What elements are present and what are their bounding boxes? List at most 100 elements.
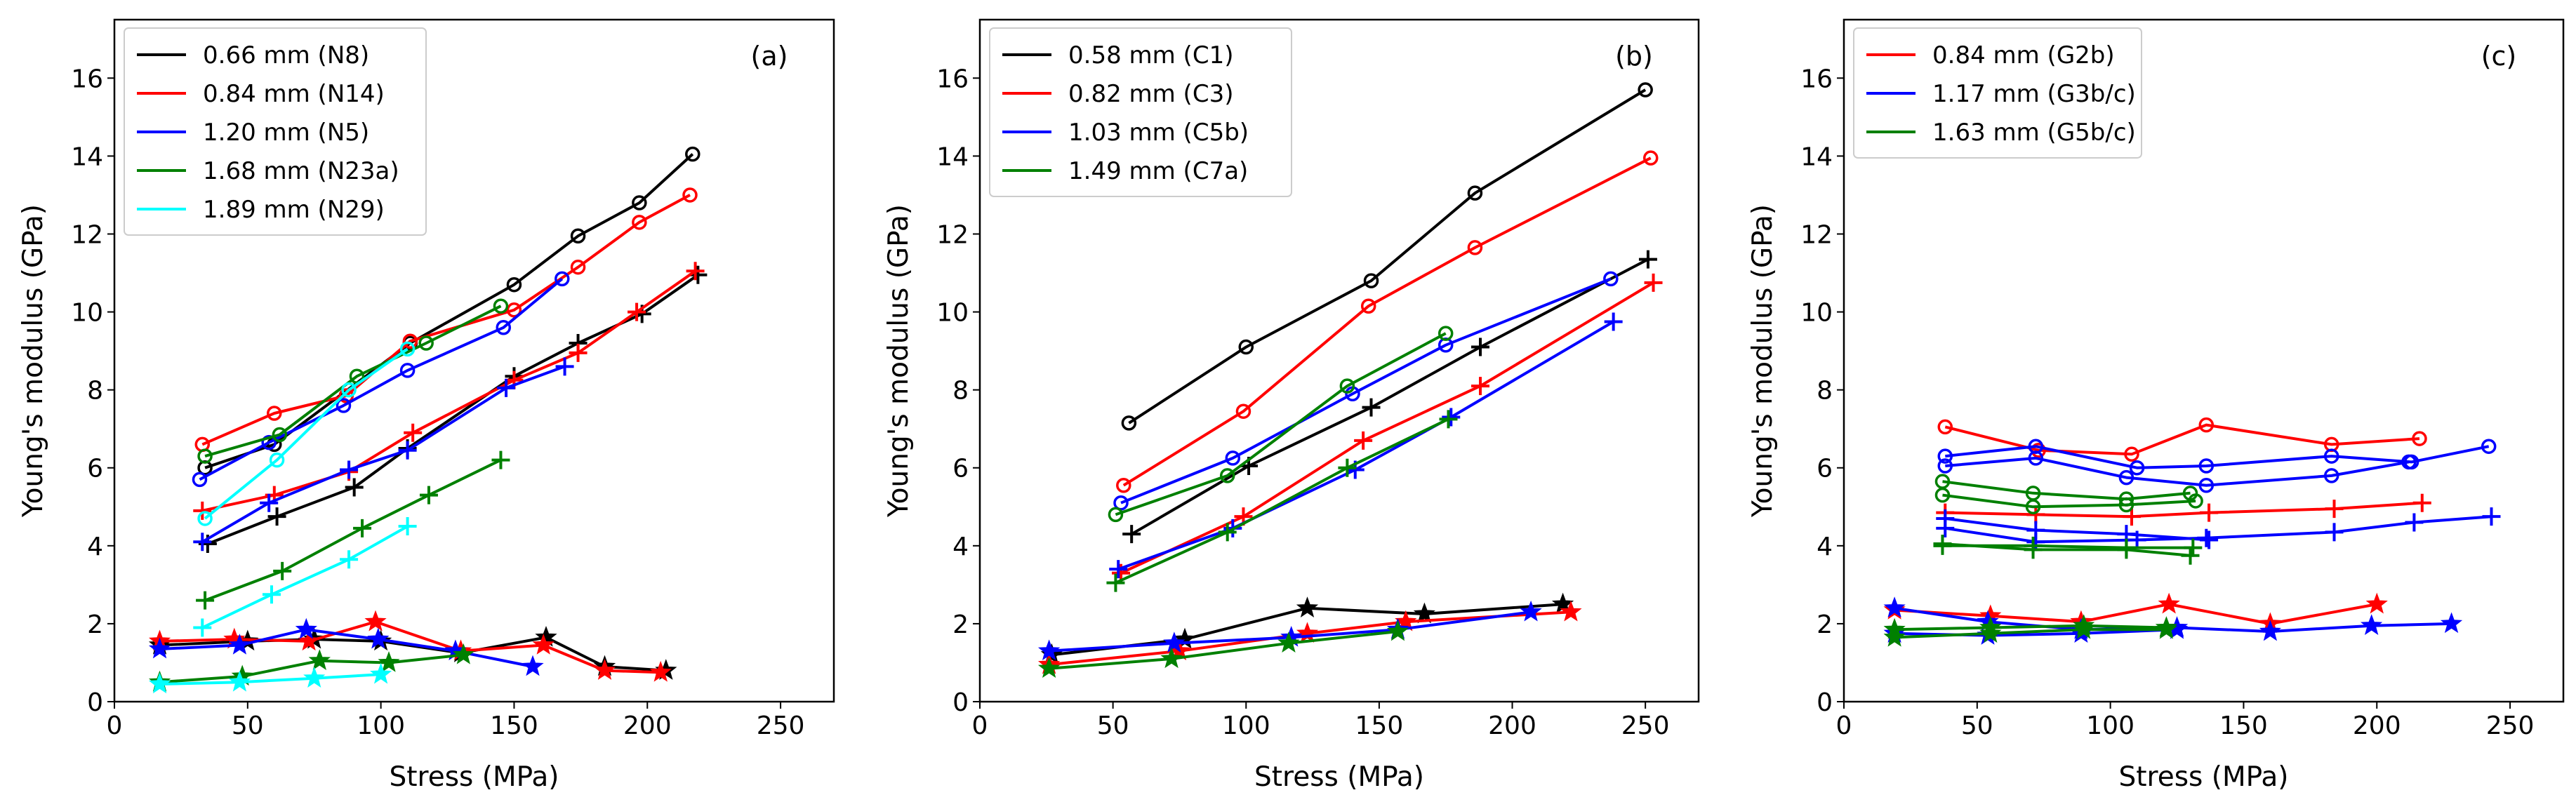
data-point-circle — [336, 398, 352, 413]
x-tick-label: 150 — [490, 711, 538, 740]
data-point-star — [1883, 625, 1906, 647]
data-point-plus — [353, 519, 372, 537]
legend-label: 0.66 mm (N8) — [203, 41, 369, 69]
data-point-circle — [570, 228, 586, 244]
series-line-star — [1894, 603, 2377, 625]
data-point-plus — [2026, 521, 2045, 540]
data-point-plus — [686, 262, 705, 281]
data-point-plus — [273, 561, 292, 580]
data-point-star — [228, 670, 251, 692]
y-tick-label: 16 — [1800, 65, 1833, 93]
series-line-circle — [1942, 493, 2196, 509]
y-tick-label: 8 — [952, 377, 969, 406]
data-point-circle — [1225, 450, 1241, 466]
y-tick-label: 10 — [71, 299, 103, 328]
series-line-plus — [1945, 516, 2210, 542]
x-axis-label: Stress (MPa) — [1254, 761, 1424, 793]
y-tick-label: 0 — [952, 688, 969, 717]
data-point-plus — [196, 591, 215, 610]
data-point-star — [378, 651, 400, 672]
legend-label: 1.20 mm (N5) — [203, 119, 369, 147]
series-line-star — [1894, 628, 2167, 639]
series-line-plus — [207, 274, 699, 545]
data-point-circle — [341, 382, 357, 398]
series-line-circle — [199, 277, 564, 481]
data-point-circle — [1113, 495, 1129, 511]
data-point-circle — [2323, 468, 2339, 483]
data-point-plus — [2026, 505, 2045, 524]
data-point-plus — [555, 357, 574, 376]
series-line-circle — [204, 305, 502, 458]
data-point-star — [1037, 639, 1061, 661]
data-point-circle — [1339, 378, 1355, 394]
data-point-circle — [2401, 454, 2417, 470]
x-tick-label: 100 — [1222, 711, 1270, 740]
data-point-star — [148, 672, 171, 694]
data-point-circle — [418, 335, 434, 351]
series — [148, 341, 417, 694]
series-line-star — [159, 673, 381, 686]
panel-c: 0 50 100 150 200 250 0 2 4 6 8 10 12 14 16 Stress (MPa)… — [1747, 18, 2565, 793]
data-point-star — [1520, 600, 1542, 622]
axes-frame — [113, 18, 835, 703]
legend-label: 1.68 mm (N23a) — [203, 157, 399, 185]
data-point-circle — [2198, 417, 2215, 433]
data-point-plus — [2184, 538, 2203, 557]
series-line-circle — [1945, 445, 2490, 469]
y-tick-label: 12 — [1800, 220, 1833, 249]
data-point-circle — [2129, 460, 2145, 476]
y-tick-label: 14 — [71, 142, 103, 171]
data-point-circle — [1363, 273, 1379, 288]
data-point-plus — [267, 507, 286, 526]
axes-frame — [978, 18, 1700, 703]
data-point-circle — [1937, 419, 1953, 435]
data-point-plus — [1644, 273, 1663, 292]
data-point-star — [522, 655, 544, 676]
data-point-plus — [1106, 573, 1125, 592]
x-tick-label: 0 — [972, 711, 988, 740]
data-point-circle — [1467, 185, 1483, 201]
y-tick-label: 12 — [71, 220, 103, 249]
legend-label: 1.03 mm (C5b) — [1068, 119, 1249, 147]
data-point-circle — [2028, 450, 2044, 466]
legend-label: 0.84 mm (G2b) — [1932, 41, 2115, 69]
data-point-circle — [399, 341, 416, 357]
y-tick-label: 8 — [1817, 377, 1833, 406]
data-point-circle — [1235, 403, 1252, 419]
series-line-star — [1894, 624, 2167, 631]
data-point-plus — [2325, 523, 2344, 542]
data-point-plus — [1338, 458, 1357, 477]
data-point-circle — [2323, 448, 2339, 464]
data-point-plus — [345, 478, 364, 497]
data-point-circle — [2198, 458, 2215, 474]
data-point-star — [2361, 614, 2383, 635]
legend-box — [989, 27, 1292, 197]
series-line-plus — [1120, 281, 1654, 575]
data-point-circle — [1937, 458, 1953, 474]
data-point-star — [1037, 657, 1061, 679]
data-point-star — [2073, 614, 2095, 635]
data-point-star — [1160, 647, 1183, 669]
y-tick-label: 12 — [936, 220, 969, 249]
data-point-circle — [349, 368, 365, 384]
panel-label: (a) — [751, 41, 788, 72]
data-point-circle — [1603, 271, 1619, 287]
y-tick-label: 4 — [87, 533, 103, 561]
data-point-circle — [682, 187, 698, 203]
data-point-plus — [2412, 493, 2431, 512]
data-point-plus — [1218, 523, 1237, 542]
data-point-circle — [506, 276, 522, 293]
legend-label: 1.63 mm (G5b/c) — [1932, 119, 2136, 147]
data-point-circle — [685, 146, 701, 162]
data-point-plus — [2024, 536, 2043, 555]
data-point-circle — [1108, 507, 1124, 523]
y-tick-label: 4 — [952, 533, 969, 561]
data-point-plus — [419, 486, 438, 504]
x-tick-label: 250 — [2486, 711, 2535, 740]
series-line-star — [159, 620, 661, 674]
legend-box — [124, 27, 427, 236]
data-point-circle — [272, 427, 288, 443]
x-tick-label: 150 — [2219, 711, 2268, 740]
data-point-plus — [2117, 538, 2136, 557]
